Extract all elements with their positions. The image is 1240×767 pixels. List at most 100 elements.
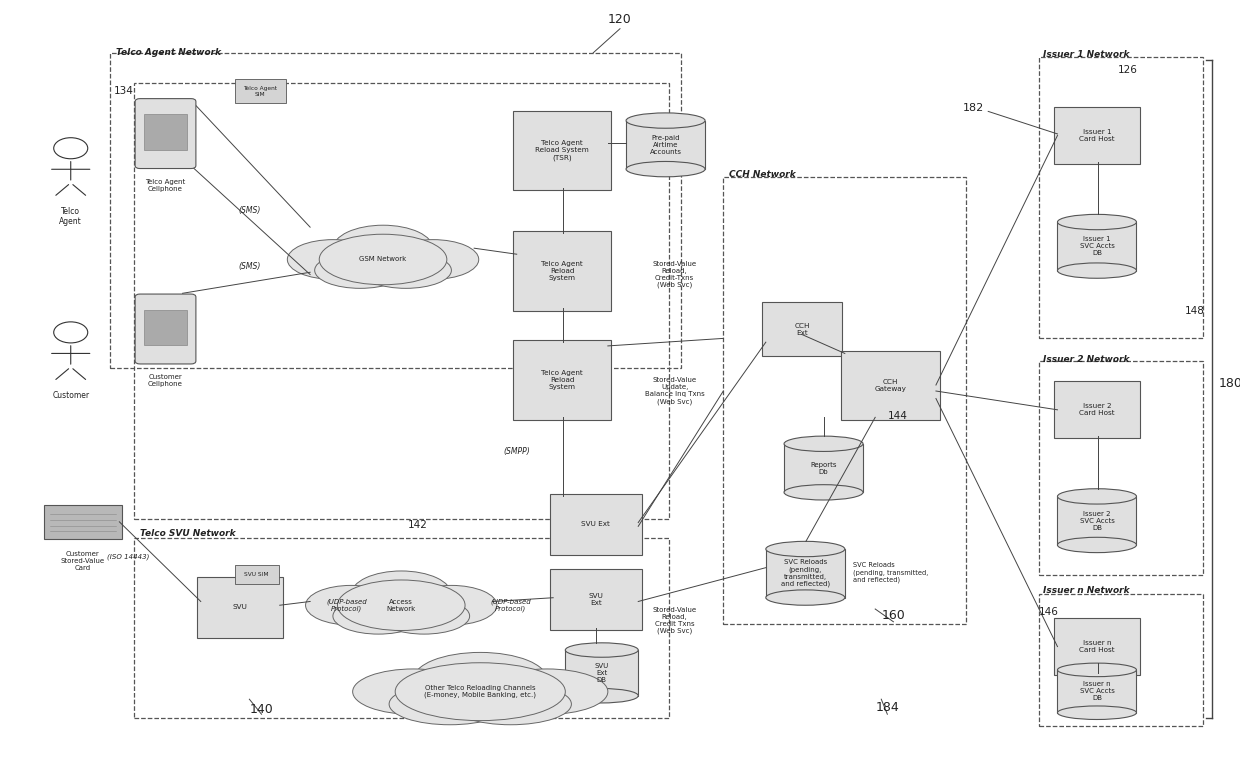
Text: Telco Agent
Reload System
(TSR): Telco Agent Reload System (TSR) (536, 140, 589, 161)
Ellipse shape (1058, 706, 1136, 719)
Ellipse shape (396, 663, 565, 721)
Text: Issuer 1
Card Host: Issuer 1 Card Host (1079, 129, 1115, 142)
Text: 120: 120 (608, 14, 631, 26)
Text: Issuer n
Card Host: Issuer n Card Host (1079, 640, 1115, 653)
Text: SVU Ext: SVU Ext (582, 522, 610, 528)
Ellipse shape (486, 669, 608, 714)
Text: 142: 142 (407, 520, 428, 530)
Ellipse shape (1058, 489, 1136, 504)
Text: Telco Agent
SIM: Telco Agent SIM (243, 86, 278, 97)
Text: 148: 148 (1185, 306, 1205, 316)
Ellipse shape (351, 571, 451, 618)
Bar (1058, 496, 1136, 545)
Ellipse shape (626, 162, 706, 177)
Ellipse shape (1058, 263, 1136, 278)
Text: CCH
Ext: CCH Ext (795, 322, 810, 335)
FancyBboxPatch shape (234, 565, 279, 584)
Text: 140: 140 (249, 703, 273, 716)
Text: 126: 126 (1118, 65, 1138, 75)
Text: SVU
Ext
DB: SVU Ext DB (595, 663, 609, 683)
Text: Issuer 1
SVC Accts
DB: Issuer 1 SVC Accts DB (1080, 236, 1115, 256)
Text: Pre-paid
Airtime
Accounts: Pre-paid Airtime Accounts (650, 135, 682, 155)
Text: Telco Agent
Cellphone: Telco Agent Cellphone (145, 179, 186, 192)
Text: Telco Agent Network: Telco Agent Network (115, 48, 221, 57)
Text: Issuer n
SVC Accts
DB: Issuer n SVC Accts DB (1080, 681, 1115, 701)
Ellipse shape (1058, 663, 1136, 676)
FancyBboxPatch shape (513, 231, 611, 311)
Ellipse shape (784, 485, 863, 500)
Text: SVU: SVU (233, 604, 248, 610)
Ellipse shape (378, 598, 470, 634)
Text: Telco Agent
Reload
System: Telco Agent Reload System (542, 370, 583, 390)
FancyBboxPatch shape (763, 302, 842, 356)
Ellipse shape (337, 580, 465, 630)
Text: Issuer 2
SVC Accts
DB: Issuer 2 SVC Accts DB (1080, 511, 1115, 531)
Ellipse shape (361, 252, 451, 288)
Ellipse shape (305, 585, 397, 625)
Text: Customer
Stored-Value
Card: Customer Stored-Value Card (61, 551, 105, 571)
Text: (SMS): (SMS) (238, 262, 260, 272)
Bar (1058, 670, 1136, 713)
FancyBboxPatch shape (513, 340, 611, 420)
Text: 184: 184 (875, 701, 899, 714)
FancyBboxPatch shape (1054, 107, 1140, 164)
FancyBboxPatch shape (1054, 381, 1140, 439)
Text: Customer: Customer (52, 391, 89, 400)
Text: Telco SVU Network: Telco SVU Network (140, 529, 236, 538)
FancyBboxPatch shape (549, 494, 642, 555)
Text: (ISO 14443): (ISO 14443) (107, 553, 149, 560)
Text: CCH Network: CCH Network (729, 170, 796, 179)
Ellipse shape (388, 239, 479, 279)
Text: Issuer 2
Card Host: Issuer 2 Card Host (1079, 403, 1115, 416)
Text: Telco Agent
Reload
System: Telco Agent Reload System (542, 261, 583, 281)
Ellipse shape (565, 643, 639, 657)
Text: Issuer 2 Network: Issuer 2 Network (1043, 355, 1130, 364)
Text: Stored-Value
Reload,
Credit-Txns
(Web Svc): Stored-Value Reload, Credit-Txns (Web Sv… (652, 261, 697, 288)
Bar (1058, 222, 1136, 271)
Text: Access
Network: Access Network (387, 599, 415, 612)
Ellipse shape (1058, 214, 1136, 229)
Text: (SMS): (SMS) (238, 206, 260, 215)
Circle shape (53, 138, 88, 159)
Text: Reports
Db: Reports Db (810, 462, 837, 475)
Text: (UDP-based
Protocol): (UDP-based Protocol) (326, 598, 367, 612)
Ellipse shape (352, 669, 474, 714)
Text: (UDP-based
Protocol): (UDP-based Protocol) (490, 598, 531, 612)
Text: 146: 146 (1039, 607, 1059, 617)
Text: 180: 180 (1219, 377, 1240, 390)
FancyBboxPatch shape (135, 294, 196, 364)
Ellipse shape (766, 590, 844, 605)
Text: Other Telco Reloading Channels
(E-money, Mobile Banking, etc.): Other Telco Reloading Channels (E-money,… (424, 685, 536, 699)
Text: SVU SIM: SVU SIM (244, 572, 269, 577)
Ellipse shape (405, 585, 497, 625)
Ellipse shape (332, 598, 424, 634)
FancyBboxPatch shape (144, 114, 187, 150)
Text: 134: 134 (114, 86, 134, 96)
FancyBboxPatch shape (234, 79, 285, 103)
FancyBboxPatch shape (841, 351, 940, 420)
Ellipse shape (389, 683, 511, 725)
Ellipse shape (315, 252, 405, 288)
Text: Issuer n Network: Issuer n Network (1043, 587, 1130, 595)
Text: 182: 182 (963, 103, 985, 113)
Text: (SMPP): (SMPP) (503, 446, 529, 456)
Ellipse shape (332, 225, 433, 272)
Ellipse shape (565, 689, 639, 703)
Bar (766, 549, 844, 597)
Ellipse shape (413, 653, 547, 706)
Text: Issuer 1 Network: Issuer 1 Network (1043, 50, 1130, 59)
Text: SVC Reloads
(pending,
transmitted,
and reflected): SVC Reloads (pending, transmitted, and r… (781, 559, 830, 588)
Ellipse shape (319, 234, 446, 285)
Text: 144: 144 (888, 411, 908, 421)
Ellipse shape (784, 436, 863, 452)
FancyBboxPatch shape (144, 310, 187, 345)
Bar (565, 650, 639, 696)
Ellipse shape (766, 542, 844, 557)
Ellipse shape (626, 113, 706, 128)
Text: Stored-Value
Reload,
Credit Txns
(Web Svc): Stored-Value Reload, Credit Txns (Web Sv… (652, 607, 697, 634)
Ellipse shape (450, 683, 572, 725)
Ellipse shape (288, 239, 378, 279)
Text: Stored-Value
Update,
Balance Inq Txns
(Web Svc): Stored-Value Update, Balance Inq Txns (W… (645, 377, 704, 405)
FancyBboxPatch shape (197, 577, 284, 637)
FancyBboxPatch shape (549, 569, 642, 630)
